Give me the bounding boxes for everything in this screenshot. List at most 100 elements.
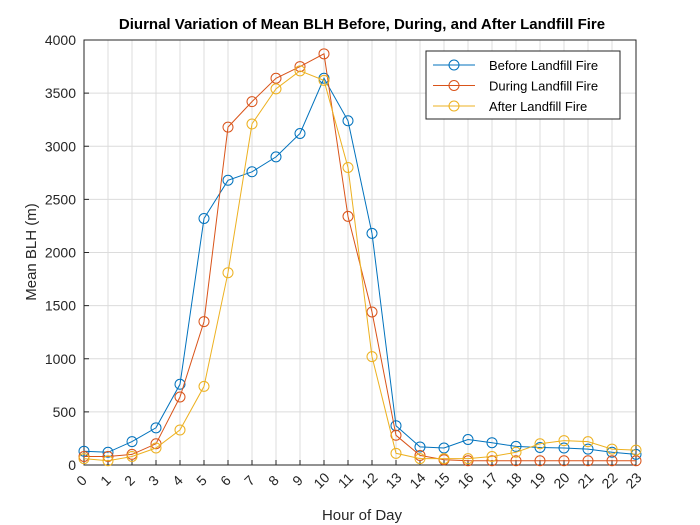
data-point — [222, 267, 234, 279]
x-tick-label: 22 — [598, 469, 620, 491]
data-point — [534, 455, 546, 467]
x-tick-label: 20 — [550, 469, 572, 491]
chart-title: Diurnal Variation of Mean BLH Before, Du… — [119, 16, 605, 33]
data-point — [246, 118, 258, 130]
data-point — [270, 72, 282, 84]
y-tick-label: 3000 — [45, 138, 76, 154]
x-tick-label: 11 — [335, 470, 357, 492]
legend-marker — [448, 100, 460, 112]
data-point — [582, 436, 594, 448]
x-tick-label: 3 — [145, 472, 162, 489]
data-point — [174, 391, 186, 403]
data-point — [486, 451, 498, 462]
y-axis-label: Mean BLH (m) — [23, 203, 40, 301]
legend-marker — [448, 59, 460, 71]
data-point — [246, 166, 258, 178]
data-point — [342, 162, 354, 173]
data-point — [558, 455, 570, 467]
x-tick-label: 0 — [73, 472, 90, 489]
data-point — [606, 446, 618, 458]
data-point — [174, 378, 186, 390]
data-point — [462, 434, 474, 445]
series-line-2 — [83, 70, 637, 462]
y-tick-label: 4000 — [45, 32, 76, 48]
data-point — [366, 227, 378, 239]
data-point — [414, 453, 426, 465]
legend-entry-label: After Landfill Fire — [489, 99, 587, 114]
series-group — [78, 48, 642, 467]
data-point — [198, 316, 210, 328]
data-point — [606, 443, 618, 455]
data-point — [366, 351, 378, 363]
x-tick-label: 1 — [97, 472, 114, 489]
legend: Before Landfill Fire During Landfill Fire… — [425, 50, 621, 120]
data-point — [318, 48, 330, 60]
x-tick-label: 6 — [217, 472, 234, 489]
data-point — [198, 380, 210, 392]
data-point — [294, 65, 306, 77]
y-tick-label: 1500 — [45, 298, 76, 314]
legend-marker — [448, 80, 460, 91]
y-axis: 0 500 1000 1500 2000 2500 3000 3500 4000 — [45, 32, 89, 473]
series-line-0 — [83, 77, 637, 455]
data-point — [102, 446, 114, 458]
data-point — [414, 441, 426, 453]
x-tick-label: 17 — [478, 469, 500, 491]
data-point — [246, 96, 258, 108]
x-tick-label: 21 — [574, 469, 596, 491]
data-point — [582, 455, 594, 467]
data-point — [222, 174, 234, 186]
x-tick-label: 15 — [430, 469, 452, 491]
data-point — [534, 441, 546, 453]
y-tick-label: 2000 — [45, 245, 76, 261]
legend-entry-label: Before Landfill Fire — [489, 58, 598, 73]
data-point — [630, 448, 642, 460]
data-point — [366, 306, 378, 318]
y-tick-label: 500 — [53, 404, 77, 420]
data-point — [390, 447, 402, 459]
data-point — [390, 429, 402, 441]
x-tick-label: 12 — [358, 469, 380, 491]
x-tick-label: 8 — [265, 472, 282, 489]
data-point — [486, 437, 498, 449]
x-tick-label: 7 — [241, 472, 258, 489]
data-point — [510, 446, 522, 458]
data-point — [102, 455, 114, 467]
x-tick-label: 4 — [169, 472, 186, 489]
data-point — [198, 213, 210, 224]
data-point — [78, 453, 90, 465]
data-point — [582, 443, 594, 455]
data-point — [294, 61, 306, 73]
y-tick-label: 1000 — [45, 351, 76, 367]
data-point — [174, 424, 186, 436]
data-point — [150, 422, 162, 434]
x-tick-label: 2 — [121, 472, 138, 489]
data-point — [510, 440, 522, 452]
data-point — [630, 455, 642, 467]
data-point — [462, 453, 474, 465]
data-point — [342, 210, 354, 222]
data-point — [102, 451, 114, 462]
x-tick-label: 9 — [289, 472, 306, 489]
data-point — [270, 83, 282, 95]
data-point — [318, 74, 330, 86]
y-tick-label: 3500 — [45, 85, 76, 101]
x-tick-label: 16 — [454, 469, 476, 491]
data-point — [630, 444, 642, 456]
x-tick-label: 14 — [406, 469, 428, 491]
x-tick-label: 23 — [622, 469, 644, 491]
x-axis-label: Hour of Day — [322, 507, 403, 524]
data-point — [558, 435, 570, 447]
x-tick-label: 10 — [310, 469, 332, 491]
data-point — [126, 436, 138, 448]
data-point — [486, 455, 498, 467]
data-point — [510, 455, 522, 467]
data-point — [150, 442, 162, 454]
y-tick-label: 0 — [68, 457, 76, 473]
data-point — [126, 451, 138, 462]
x-tick-label: 5 — [193, 472, 210, 489]
data-point — [414, 449, 426, 461]
x-tick-label: 13 — [382, 469, 404, 491]
data-point — [294, 128, 306, 139]
